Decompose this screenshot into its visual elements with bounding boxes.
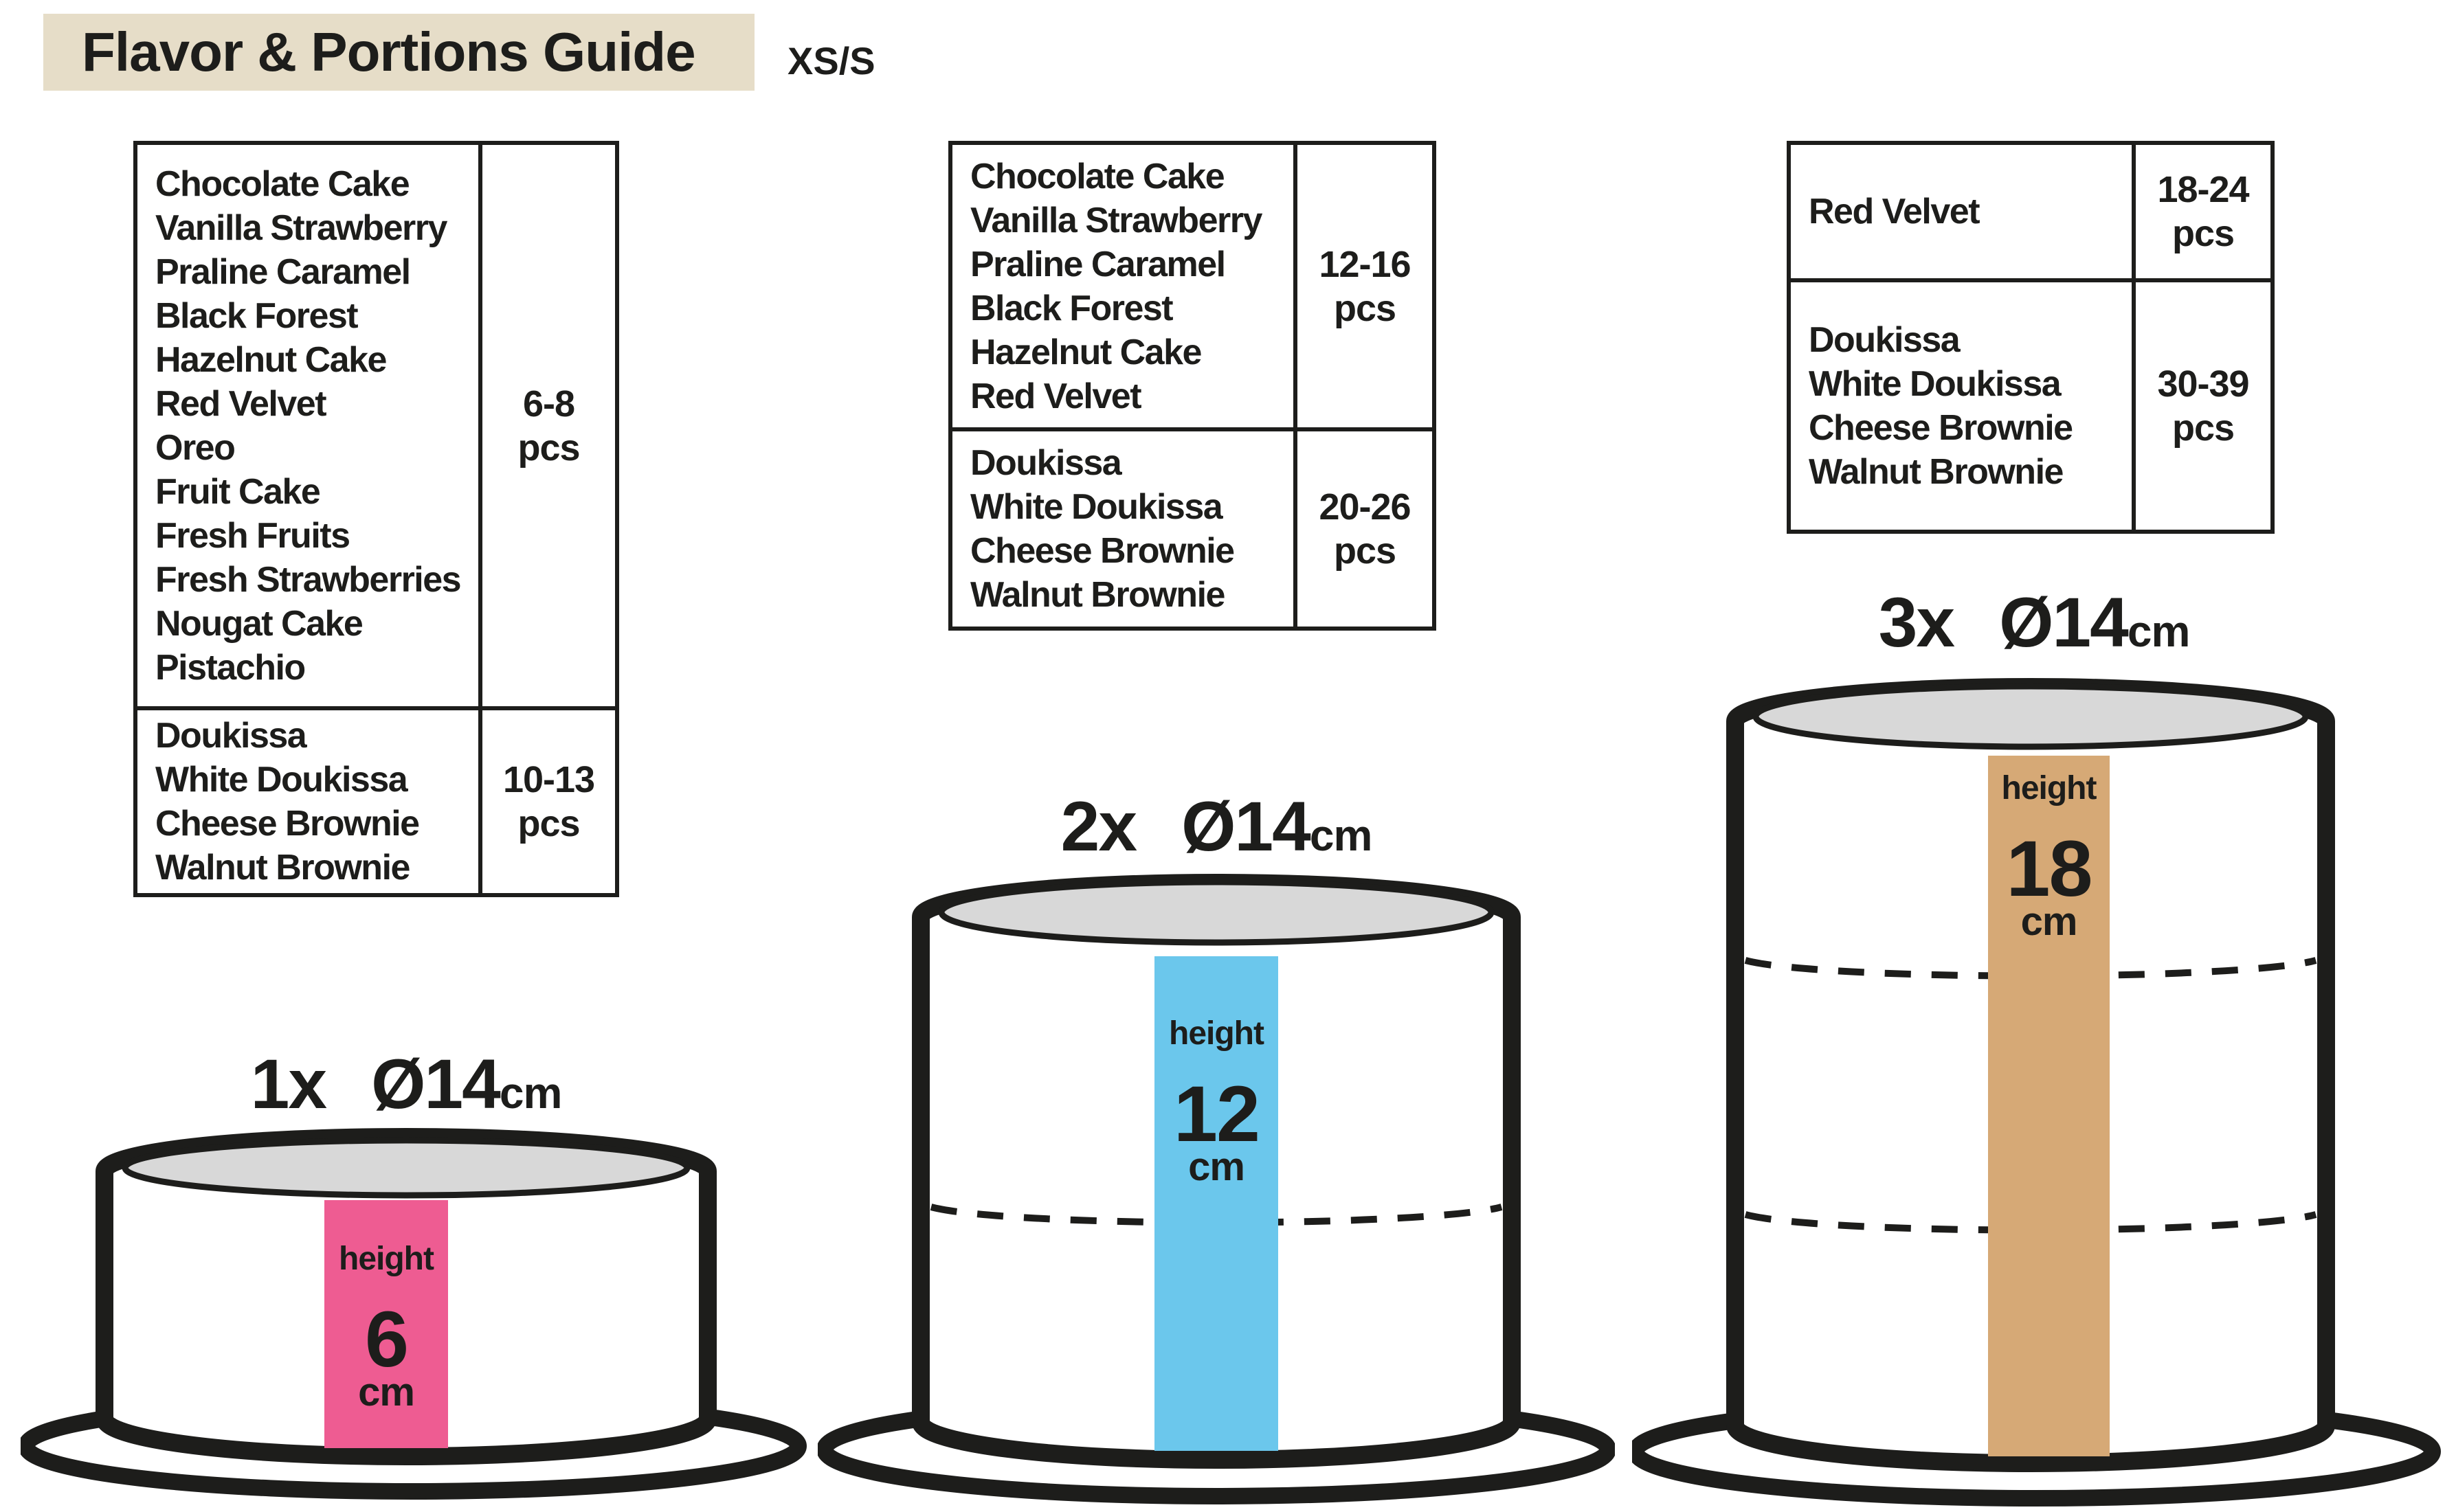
height-stripe: [1988, 756, 2110, 1456]
flavor-item: Doukissa: [155, 716, 307, 756]
flavor-table-large: Red Velvet 18-24 pcs Doukissa White Douki…: [1787, 141, 2275, 534]
cake-top-surface: [1752, 683, 2309, 750]
flavor-item: Red Velvet: [155, 383, 327, 424]
flavor-item: White Doukissa: [155, 760, 408, 800]
cake-diameter-unit: cm: [2127, 607, 2190, 656]
flavor-item: Hazelnut Cake: [970, 332, 1202, 372]
flavor-item: Nougat Cake: [155, 603, 364, 644]
flavor-item: Fruit Cake: [155, 471, 321, 512]
portions-cell: 6-8 pcs: [482, 145, 615, 706]
flavor-item: Praline Caramel: [155, 251, 411, 292]
portion-unit: pcs: [2172, 213, 2235, 254]
height-value: 18: [2006, 825, 2093, 913]
flavor-table-small: Chocolate Cake Vanilla Strawberry Praline …: [133, 141, 619, 897]
portions-cell: 18-24 pcs: [2136, 145, 2270, 278]
flavor-item: White Doukissa: [970, 487, 1223, 527]
flavor-item: Doukissa: [1809, 320, 1961, 360]
cake-size-label: 1x Ø14 cm: [131, 1044, 681, 1125]
portion-range: 30-39: [2157, 363, 2249, 405]
cake-height-annotation: height 12 cm: [1154, 956, 1278, 1451]
portion-unit: pcs: [517, 803, 580, 844]
flavor-item: Walnut Brownie: [1809, 452, 2064, 492]
cake-diameter: Ø14: [1181, 787, 1311, 866]
flavor-item: Chocolate Cake: [155, 163, 410, 204]
cake-diameter-unit: cm: [499, 1068, 562, 1118]
portion-unit: pcs: [1333, 530, 1396, 572]
portions-cell: 30-39 pcs: [2136, 278, 2270, 530]
page-title: Flavor & Portions Guide: [43, 14, 755, 91]
cake-top-surface: [938, 879, 1495, 946]
portions-cell: 12-16 pcs: [1297, 145, 1432, 427]
flavor-item: Red Velvet: [1809, 192, 1980, 232]
cake-count: 1x: [250, 1045, 327, 1123]
height-unit: cm: [358, 1370, 415, 1414]
flavor-item: Chocolate Cake: [970, 156, 1225, 196]
flavor-list-cell: Chocolate Cake Vanilla Strawberry Praline …: [137, 145, 482, 706]
flavor-list-cell: Doukissa White Doukissa Cheese Brownie Waln…: [1791, 278, 2136, 530]
flavor-list-cell: Doukissa White Doukissa Cheese Brownie Waln…: [952, 427, 1297, 627]
height-label: height: [339, 1241, 434, 1277]
flavor-item: Walnut Brownie: [155, 848, 410, 888]
portion-unit: pcs: [2172, 407, 2235, 449]
cake-illustration-3-tier: [1632, 678, 2441, 1507]
height-label: height: [1169, 1015, 1264, 1052]
flavor-item: Black Forest: [155, 295, 359, 336]
portion-range: 18-24: [2157, 169, 2249, 210]
cake-top-surface: [122, 1137, 691, 1199]
flavor-list-cell: Chocolate Cake Vanilla Strawberry Praline …: [952, 145, 1297, 427]
portion-range: 20-26: [1319, 486, 1411, 528]
height-unit: cm: [1188, 1144, 1245, 1189]
flavor-item: Pistachio: [155, 647, 306, 688]
flavor-item: Fresh Fruits: [155, 515, 350, 556]
cake-count: 3x: [1878, 583, 1955, 662]
flavor-item: White Doukissa: [1809, 364, 2062, 404]
cake-height-annotation: height 6 cm: [324, 1200, 448, 1448]
flavor-item: Red Velvet: [970, 376, 1142, 416]
size-category-label: XS/S: [788, 39, 875, 82]
flavor-list-cell: Red Velvet: [1791, 145, 2136, 278]
flavor-item: Vanilla Strawberry: [155, 207, 447, 248]
portion-unit: pcs: [517, 427, 580, 469]
portion-range: 6-8: [522, 383, 575, 425]
flavor-item: Cheese Brownie: [1809, 408, 2073, 448]
cake-illustration-1-tier: [21, 1128, 807, 1500]
cake-diameter: Ø14: [1999, 583, 2129, 662]
height-label: height: [2001, 770, 2097, 806]
flavor-list-cell: Doukissa White Doukissa Cheese Brownie Waln…: [137, 706, 482, 893]
portion-range: 12-16: [1319, 243, 1411, 285]
flavor-item: Doukissa: [970, 443, 1122, 483]
flavor-item: Oreo: [155, 427, 236, 468]
portions-cell: 20-26 pcs: [1297, 427, 1432, 627]
cake-diameter-unit: cm: [1309, 811, 1372, 860]
cake-illustration-2-tier: [818, 874, 1615, 1504]
cake-size-label: 3x Ø14 cm: [1759, 583, 2309, 663]
cake-height-annotation: height 18 cm: [1988, 756, 2110, 1456]
flavor-item: Praline Caramel: [970, 244, 1226, 284]
portion-range: 10-13: [502, 759, 595, 800]
flavor-item: Fresh Strawberries: [155, 559, 462, 600]
cake-count: 2x: [1060, 787, 1137, 866]
cake-diameter: Ø14: [371, 1045, 501, 1123]
flavor-item: Walnut Brownie: [970, 575, 1225, 615]
cake-size-label: 2x Ø14 cm: [941, 787, 1491, 867]
portions-cell: 10-13 pcs: [482, 706, 615, 893]
flavor-item: Black Forest: [970, 288, 1174, 328]
height-unit: cm: [2020, 899, 2078, 944]
flavor-item: Vanilla Strawberry: [970, 200, 1262, 240]
flavor-item: Hazelnut Cake: [155, 339, 387, 380]
flavor-item: Cheese Brownie: [970, 531, 1235, 571]
height-stripe: [1154, 956, 1278, 1451]
height-value: 6: [365, 1296, 409, 1384]
flavor-item: Cheese Brownie: [155, 804, 420, 844]
height-stripe: [324, 1200, 448, 1448]
portion-unit: pcs: [1333, 287, 1396, 329]
flavor-table-medium: Chocolate Cake Vanilla Strawberry Praline …: [948, 141, 1436, 631]
height-value: 12: [1174, 1070, 1260, 1158]
